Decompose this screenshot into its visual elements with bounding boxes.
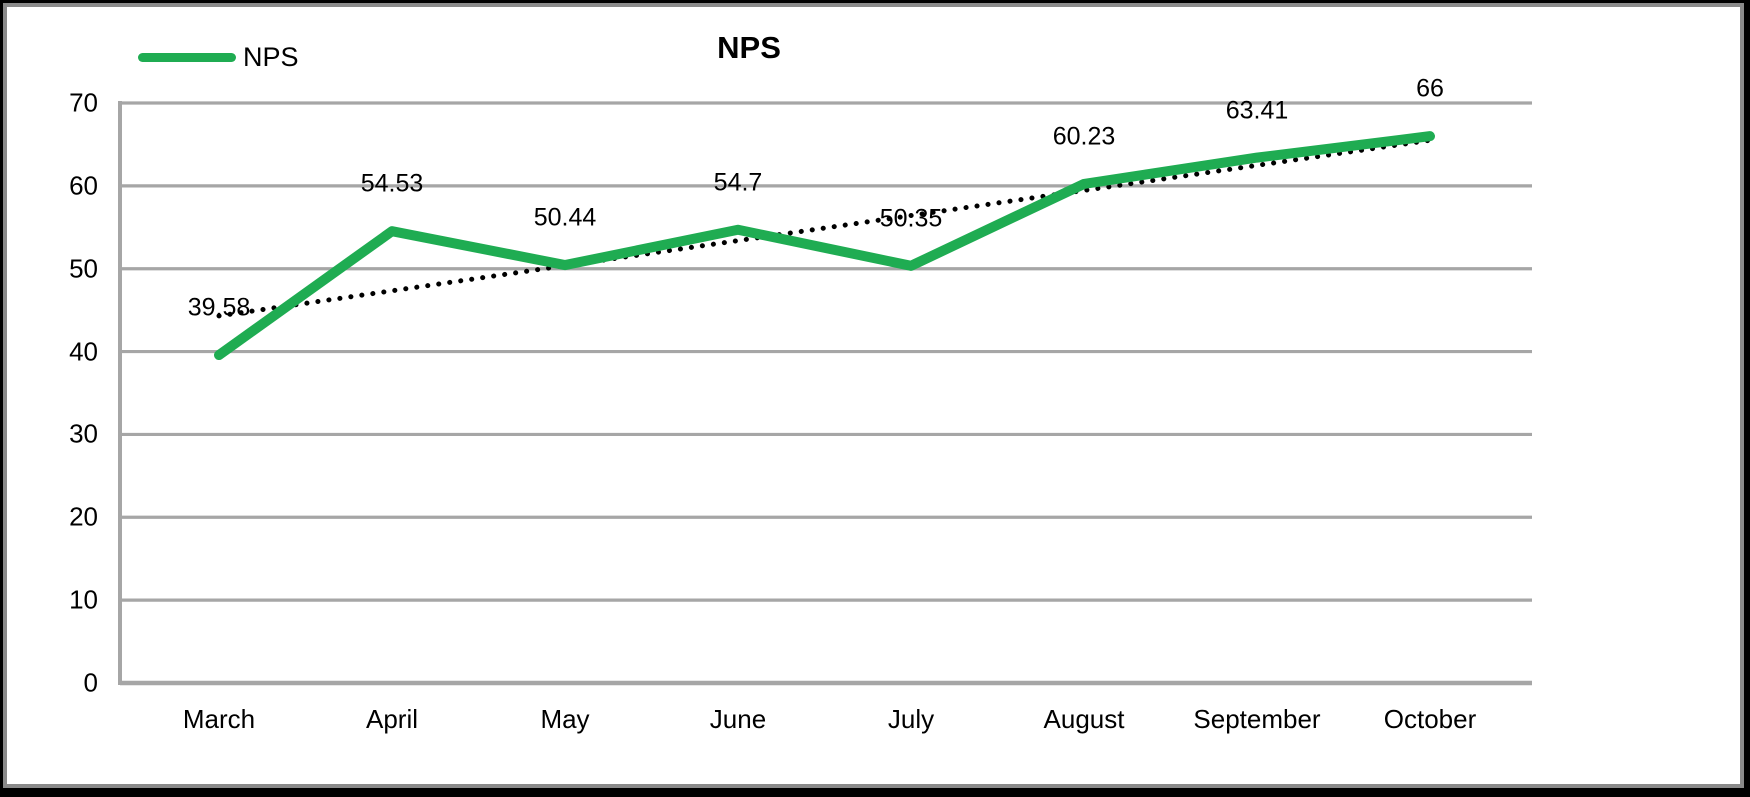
x-tick-label: May: [540, 704, 590, 734]
data-label: 60.23: [1052, 122, 1116, 151]
y-tick-label: 30: [69, 418, 98, 449]
x-tick-label: October: [1383, 704, 1477, 734]
data-label: 50.44: [533, 203, 597, 232]
x-tick-label: April: [365, 704, 419, 734]
legend[interactable]: NPS: [138, 42, 299, 72]
y-tick-label: 70: [69, 87, 98, 118]
trendline[interactable]: [216, 137, 1433, 319]
y-tick-label: 50: [69, 253, 98, 284]
y-tick-label: 40: [69, 336, 98, 367]
x-tick-label: June: [709, 704, 767, 734]
data-label: 54.7: [713, 168, 763, 197]
x-tick-label: July: [887, 704, 935, 734]
data-label: 39.58: [187, 293, 251, 322]
y-tick-label: 0: [83, 667, 98, 698]
data-label: 50.35: [879, 204, 943, 233]
x-tick-label: August: [1043, 704, 1125, 734]
chart-background: [3, 3, 1744, 788]
data-label: 63.41: [1225, 96, 1289, 125]
x-tick-label: March: [182, 704, 256, 734]
x-tick-label: September: [1193, 704, 1321, 734]
data-label: 54.53: [360, 169, 424, 198]
data-label: 66: [1416, 74, 1444, 103]
legend-label: NPS: [243, 42, 299, 72]
gridlines: [120, 101, 1532, 686]
chart-title[interactable]: NPS: [717, 30, 781, 65]
legend-line-swatch: [138, 52, 236, 62]
y-tick-label: 60: [69, 170, 98, 201]
y-tick-label: 10: [69, 584, 98, 615]
y-tick-label: 20: [69, 501, 98, 532]
nps-series-line[interactable]: [214, 131, 1435, 361]
